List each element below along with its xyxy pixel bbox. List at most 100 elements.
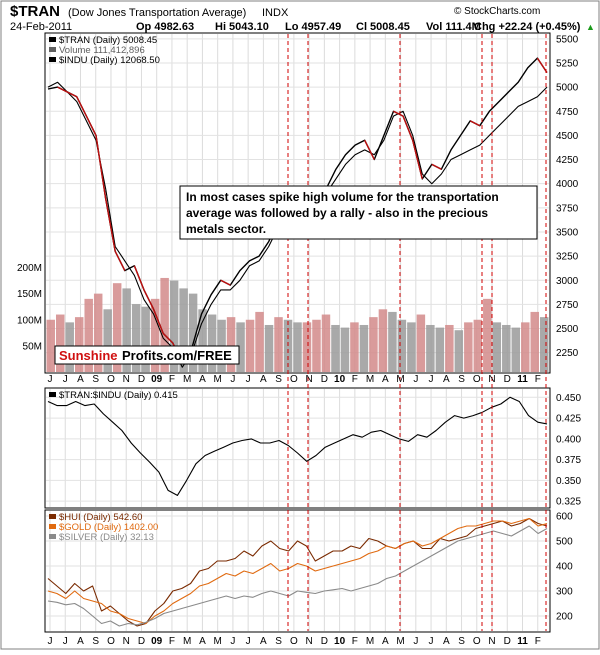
x-tick-label: J — [48, 636, 53, 647]
volume-bar — [359, 324, 369, 372]
x-tick-label: A — [260, 374, 267, 385]
x-tick-label: A — [443, 636, 450, 647]
tran-down-segment — [431, 163, 442, 170]
volume-bar — [435, 327, 445, 372]
y-tick-label: 4250 — [556, 155, 579, 166]
ratio-panel — [44, 387, 551, 509]
watermark-profits: Profits.com/FREE — [122, 348, 232, 363]
x-tick-label: O — [290, 636, 298, 647]
volume-bar — [302, 322, 312, 372]
volume-bar — [340, 327, 350, 372]
x-tick-label: O — [473, 374, 481, 385]
x-tick-label: J — [63, 374, 68, 385]
tran-down-segment — [162, 332, 174, 344]
ratio-line — [47, 396, 548, 496]
x-tick-label: N — [123, 636, 130, 647]
x-tick-label: S — [92, 374, 99, 385]
x-tick-label: A — [77, 636, 84, 647]
x-tick-label: 11 — [517, 636, 528, 647]
tran-down-segment — [114, 250, 126, 271]
legend-entry: $INDU (Daily) 12068.50 — [59, 55, 160, 66]
x-tick-label: J — [230, 636, 235, 647]
y-tick-label: 0.425 — [556, 414, 581, 425]
brand-credit: © StockCharts.com — [454, 6, 540, 17]
quote-open: Op 4982.63 — [136, 21, 194, 33]
x-tick-label: J — [413, 636, 418, 647]
annotation-line-3: metals sector. — [186, 222, 266, 236]
y-tick-label: 4000 — [556, 179, 579, 190]
volume-bar — [93, 293, 103, 372]
volume-bar — [483, 298, 492, 372]
change-up-icon: ▲ — [586, 22, 595, 32]
volume-bar — [511, 327, 521, 372]
volume-tick-label: 150M — [17, 289, 42, 300]
legend-swatch — [49, 534, 56, 539]
quote-high: Hi 5043.10 — [215, 21, 269, 33]
y-tick-label: 2250 — [556, 348, 579, 359]
volume-bar — [331, 324, 340, 372]
annotation-line-1: In most cases spike high volume for the … — [186, 190, 499, 204]
tran-down-segment — [536, 57, 548, 74]
tran-down-segment — [152, 308, 164, 334]
x-tick-label: M — [396, 636, 404, 647]
x-tick-label: 11 — [517, 374, 528, 385]
y-tick-label: 0.325 — [556, 497, 581, 508]
y-tick-label: 3000 — [556, 276, 579, 287]
volume-bar — [407, 322, 416, 372]
tran-down-segment — [133, 265, 145, 291]
x-tick-label: M — [183, 636, 191, 647]
volume-tick-label: 100M — [17, 315, 42, 326]
x-tick-label: M — [396, 374, 404, 385]
x-tick-label: A — [77, 374, 84, 385]
exchange-label: INDX — [262, 7, 289, 19]
volume-bar — [198, 309, 207, 372]
volume-bar — [445, 324, 454, 372]
x-tick-label: F — [352, 374, 358, 385]
volume-bar — [502, 324, 511, 372]
x-tick-label: M — [366, 636, 374, 647]
quote-volume: Vol 111.4M — [426, 21, 481, 33]
volume-bar — [321, 314, 331, 372]
y-tick-label: 3750 — [556, 203, 579, 214]
volume-bar — [350, 322, 359, 372]
annotation-line-2: average was followed by a rally - also i… — [186, 206, 488, 220]
x-tick-label: O — [107, 374, 115, 385]
x-tick-label: A — [382, 636, 389, 647]
x-tick-label: S — [458, 636, 465, 647]
legend-entry: $TRAN:$INDU (Daily) 0.415 — [59, 390, 178, 401]
x-tick-label: D — [321, 374, 328, 385]
volume-bar — [245, 319, 255, 372]
x-tick-label: N — [488, 636, 495, 647]
quote-date: 24-Feb-2011 — [10, 21, 72, 33]
gold-line — [47, 517, 548, 625]
x-tick-label: A — [199, 636, 206, 647]
volume-bar — [46, 319, 55, 372]
volume-bar — [521, 322, 530, 372]
y-tick-label: 2750 — [556, 300, 579, 311]
x-tick-label: N — [488, 374, 495, 385]
y-tick-label: 5250 — [556, 58, 579, 69]
volume-bar — [226, 317, 236, 372]
x-tick-label: S — [458, 374, 465, 385]
legend-swatch — [49, 524, 56, 529]
x-tick-label: D — [321, 636, 328, 647]
volume-bar — [188, 293, 198, 372]
y-tick-label: 0.350 — [556, 476, 581, 487]
x-tick-label: D — [138, 374, 145, 385]
volume-bar — [55, 314, 65, 372]
volume-bar — [112, 283, 122, 372]
x-tick-label: J — [63, 636, 68, 647]
tran-down-segment — [85, 115, 97, 136]
symbol-title: $TRAN — [10, 3, 60, 20]
metals-panel — [44, 509, 551, 633]
quote-change: Chg +22.24 (+0.45%) — [474, 21, 581, 33]
volume-bar — [160, 277, 169, 372]
x-tick-label: 10 — [334, 374, 346, 385]
legend-swatch — [49, 57, 56, 62]
tran-down-segment — [95, 135, 107, 199]
series-layer — [47, 57, 548, 627]
volume-tick-label: 50M — [23, 341, 42, 352]
volume-bar — [122, 288, 131, 372]
volume-bar — [378, 309, 388, 372]
y-tick-label: 4500 — [556, 131, 579, 142]
